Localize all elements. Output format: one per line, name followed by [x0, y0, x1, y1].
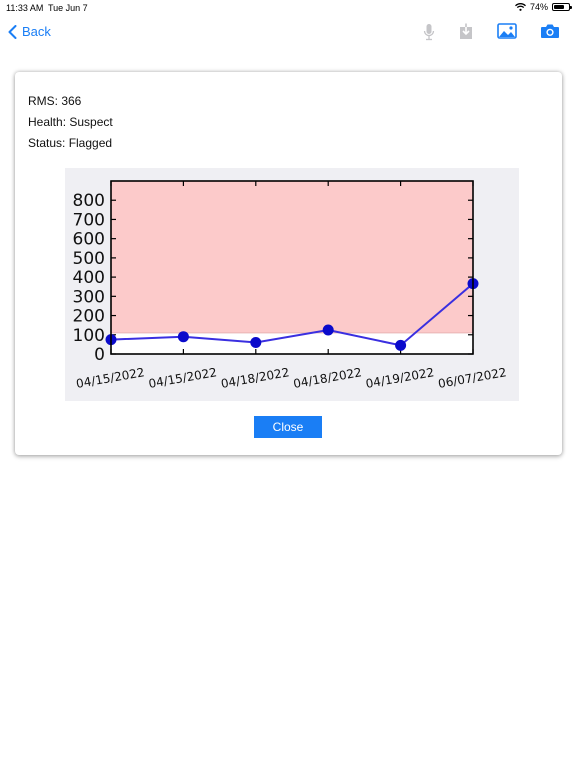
- download-icon[interactable]: [458, 23, 474, 41]
- alert-band: [111, 181, 473, 333]
- x-tick-label: 04/19/2022: [365, 365, 436, 391]
- status-time: 11:33 AM: [6, 3, 44, 13]
- y-tick-label: 800: [73, 191, 105, 211]
- rms-chart: 0 100 200 300 400 500 600 700 800 04/15/2022 04/15…: [65, 168, 519, 401]
- nav-bar: Back: [0, 16, 576, 50]
- back-label: Back: [22, 24, 51, 39]
- status-indicators: 74%: [515, 2, 572, 12]
- y-tick-label: 700: [73, 210, 105, 230]
- battery-fill: [554, 5, 564, 9]
- wifi-icon: [515, 3, 526, 11]
- data-point: [177, 331, 189, 343]
- data-point: [322, 324, 334, 336]
- y-tick-label: 300: [73, 287, 105, 307]
- close-button[interactable]: Close: [254, 416, 322, 438]
- y-tick-label: 400: [73, 268, 105, 288]
- y-tick-label: 200: [73, 307, 105, 327]
- status-value: Status: Flagged: [28, 136, 113, 150]
- rms-value: RMS: 366: [28, 94, 82, 108]
- detail-card: RMS: 366 Health: Suspect Status: Flagged…: [15, 72, 562, 455]
- health-value: Health: Suspect: [28, 115, 113, 129]
- data-point: [250, 336, 262, 348]
- x-tick-label: 06/07/2022: [437, 365, 508, 391]
- data-point: [395, 339, 407, 351]
- y-tick-label: 100: [73, 326, 105, 346]
- y-tick-label: 600: [73, 230, 105, 250]
- camera-icon[interactable]: [540, 23, 560, 39]
- plot-frame: [110, 180, 474, 355]
- x-tick-label: 04/18/2022: [220, 365, 291, 391]
- status-date: Tue Jun 7: [48, 3, 88, 13]
- image-icon[interactable]: [497, 23, 517, 39]
- x-tick-label: 04/18/2022: [292, 365, 363, 391]
- chevron-left-icon: [8, 24, 17, 39]
- x-tick-label: 04/15/2022: [75, 365, 146, 391]
- status-bar: 11:33 AM Tue Jun 7 74%: [0, 0, 576, 16]
- x-tick-label: 04/15/2022: [147, 365, 218, 391]
- back-button[interactable]: Back: [8, 24, 51, 39]
- y-tick-label: 500: [73, 249, 105, 269]
- series-line: [110, 282, 474, 347]
- battery-percent: 74%: [529, 2, 548, 12]
- microphone-icon[interactable]: [423, 23, 435, 41]
- y-tick-label: 0: [94, 345, 105, 365]
- battery-icon: [552, 3, 572, 11]
